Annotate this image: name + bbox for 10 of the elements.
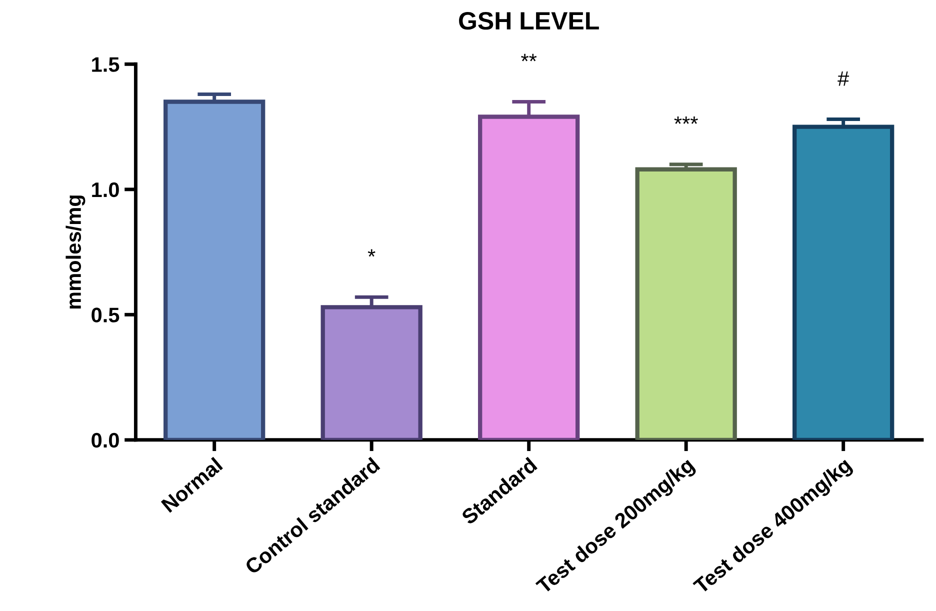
y-tick-label: 0.5 <box>92 308 120 322</box>
y-tick-label: 0.0 <box>92 432 119 448</box>
y-axis-title: mmoles/mg <box>66 196 86 309</box>
data-label: # <box>838 72 850 86</box>
y-tick-label: 1.5 <box>92 57 120 72</box>
data-label: *** <box>674 116 698 124</box>
chart-title: GSH LEVEL <box>459 12 599 30</box>
y-tick-label: 1.0 <box>92 182 119 198</box>
data-label: ** <box>521 54 537 62</box>
data-label: * <box>368 249 376 257</box>
